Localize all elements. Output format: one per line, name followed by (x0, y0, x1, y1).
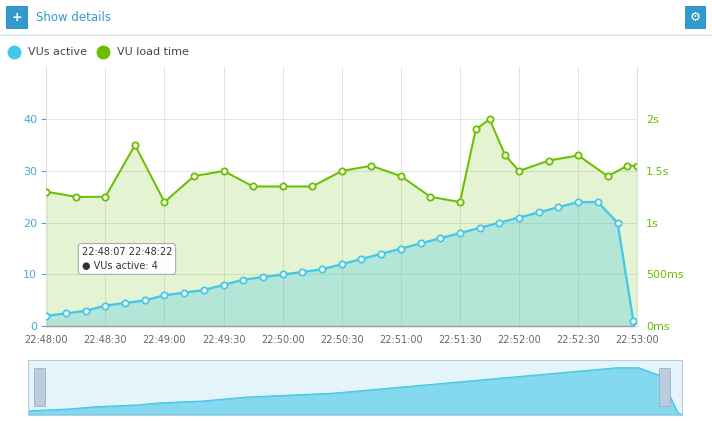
Text: VUs active: VUs active (28, 47, 88, 57)
FancyBboxPatch shape (659, 368, 670, 407)
FancyBboxPatch shape (33, 368, 46, 407)
Text: +: + (12, 11, 22, 24)
Text: ⚙: ⚙ (690, 11, 701, 24)
FancyBboxPatch shape (6, 6, 28, 29)
Text: VU load time: VU load time (117, 47, 189, 57)
FancyBboxPatch shape (685, 6, 706, 29)
Text: Show details: Show details (36, 11, 110, 24)
Text: 22:48:07 22:48:22
● VUs active: 4: 22:48:07 22:48:22 ● VUs active: 4 (82, 247, 172, 271)
